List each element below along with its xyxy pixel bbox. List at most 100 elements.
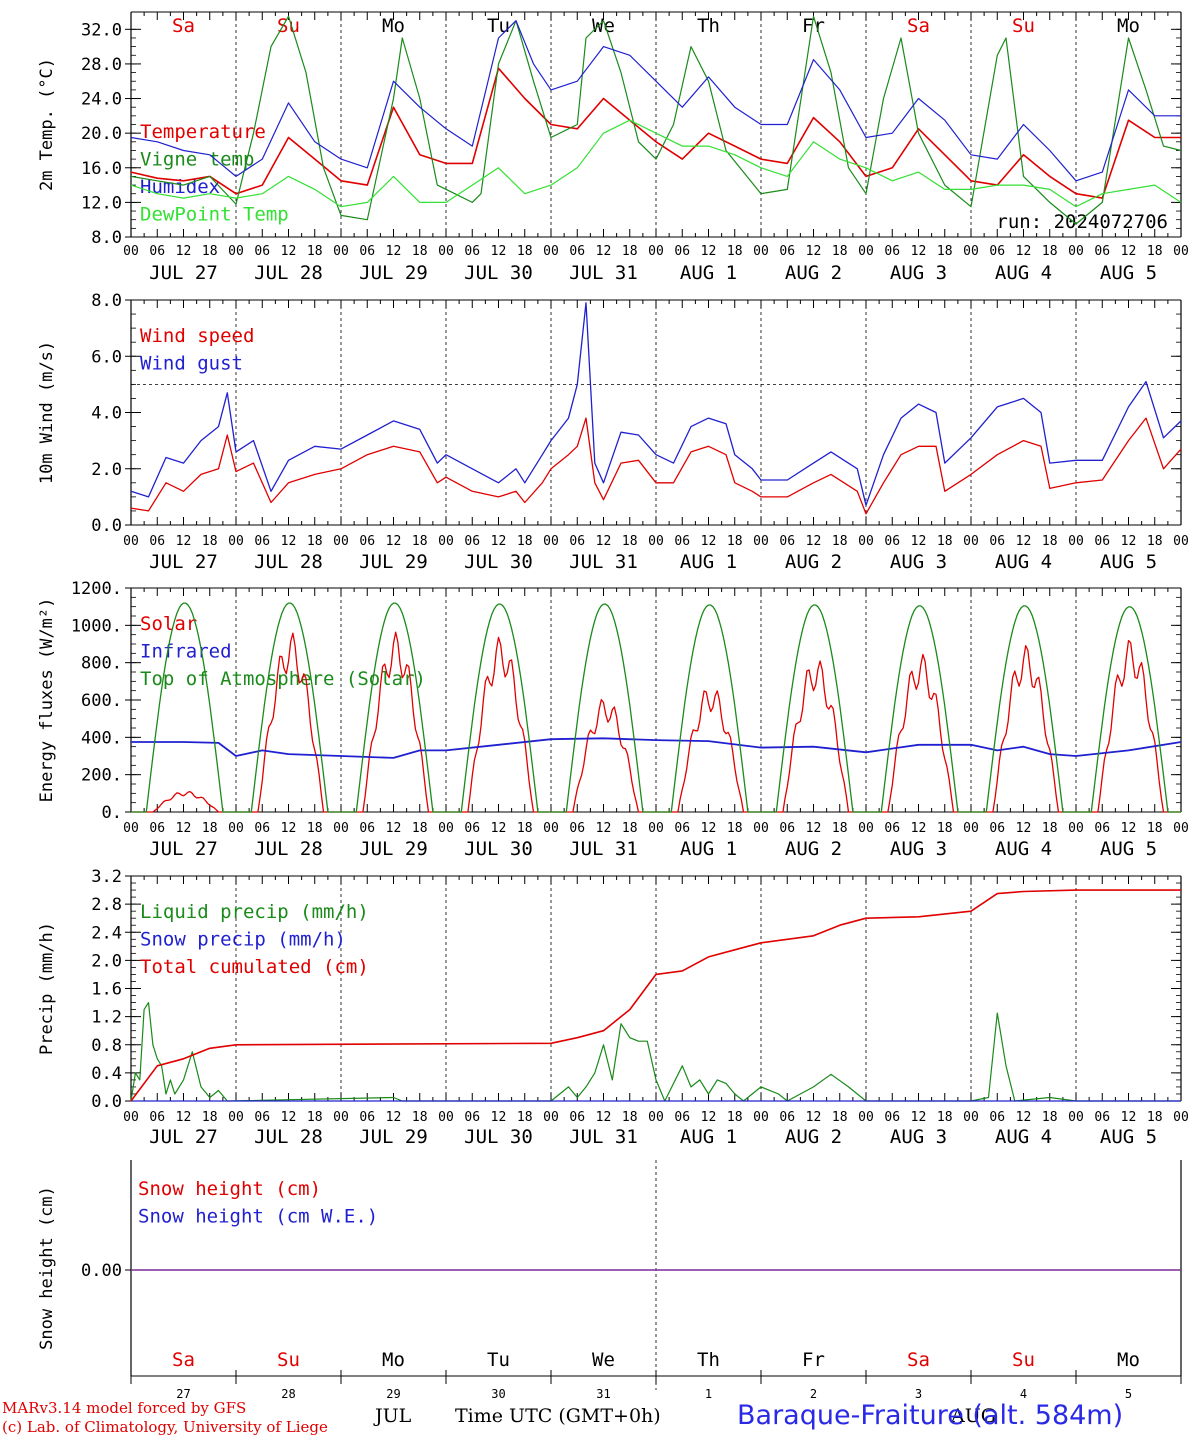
y-tick-label: 2.0 <box>91 460 122 480</box>
hour-tick-label: 12 <box>806 821 822 836</box>
legend-entry: Infrared <box>140 641 232 663</box>
hour-tick-label: 00 <box>963 1110 979 1125</box>
day-number-label: 29 <box>386 1387 400 1401</box>
hour-tick-label: 12 <box>491 534 507 549</box>
hour-tick-label: 18 <box>202 821 218 836</box>
hour-tick-label: 12 <box>1016 1110 1032 1125</box>
day-label: AUG 5 <box>1100 1126 1157 1148</box>
y-tick-label: 3.2 <box>91 867 122 887</box>
hour-tick-label: 18 <box>937 1110 953 1125</box>
day-label: AUG 4 <box>995 1126 1052 1148</box>
y-tick-label: 600. <box>81 691 122 711</box>
hour-tick-label: 06 <box>779 821 795 836</box>
hour-tick-label: 06 <box>989 244 1005 259</box>
hour-tick-label: 06 <box>569 244 585 259</box>
day-label: JUL 28 <box>254 551 323 573</box>
day-label: AUG 1 <box>680 262 737 284</box>
hour-tick-label: 00 <box>648 1110 664 1125</box>
y-tick-label: 1200. <box>71 579 122 599</box>
y-axis-title: Snow height (cm) <box>37 1186 57 1350</box>
hour-tick-label: 12 <box>176 821 192 836</box>
weekday-label: We <box>592 15 615 37</box>
hour-tick-label: 18 <box>307 534 323 549</box>
hour-tick-label: 00 <box>753 244 769 259</box>
time-axis-label: Time UTC (GMT+0h) <box>455 1405 661 1427</box>
weekday-label: Mo <box>382 1349 405 1371</box>
hour-tick-label: 12 <box>491 1110 507 1125</box>
y-tick-label: 2.8 <box>91 895 122 915</box>
y-tick-label: 2.4 <box>91 923 122 943</box>
day-number-label: 3 <box>915 1387 922 1401</box>
hour-tick-label: 06 <box>674 821 690 836</box>
hour-tick-label: 00 <box>648 244 664 259</box>
weekday-label: Tu <box>487 15 510 37</box>
weekday-label: Sa <box>907 1349 930 1371</box>
y-axis-title: 2m Temp. (°C) <box>37 58 57 191</box>
hour-tick-label: 18 <box>1147 534 1163 549</box>
month-label-jul: JUL <box>375 1405 412 1427</box>
day-label: AUG 5 <box>1100 262 1157 284</box>
y-tick-label: 1.6 <box>91 980 122 1000</box>
y-tick-label: 1.2 <box>91 1008 122 1028</box>
hour-tick-label: 12 <box>281 1110 297 1125</box>
legend-entry: Snow height (cm) <box>138 1178 321 1200</box>
hour-tick-label: 12 <box>281 534 297 549</box>
legend-entry: DewPoint Temp <box>140 204 289 226</box>
hour-tick-label: 18 <box>937 244 953 259</box>
hour-tick-label: 06 <box>989 821 1005 836</box>
hour-tick-label: 18 <box>412 1110 428 1125</box>
hour-tick-label: 06 <box>569 821 585 836</box>
hour-tick-label: 12 <box>386 534 402 549</box>
hour-tick-label: 18 <box>622 821 638 836</box>
hour-tick-label: 06 <box>359 534 375 549</box>
day-label: AUG 3 <box>890 1126 947 1148</box>
hour-tick-label: 00 <box>543 534 559 549</box>
hour-tick-label: 00 <box>1173 244 1189 259</box>
hour-tick-label: 12 <box>701 821 717 836</box>
hour-tick-label: 06 <box>1094 1110 1110 1125</box>
hour-tick-label: 12 <box>701 534 717 549</box>
y-tick-label: 0.0 <box>91 1092 122 1112</box>
hour-tick-label: 06 <box>1094 244 1110 259</box>
y-tick-label: 0.0 <box>91 516 122 536</box>
hour-tick-label: 06 <box>464 534 480 549</box>
hour-tick-label: 06 <box>254 534 270 549</box>
hour-tick-label: 12 <box>806 1110 822 1125</box>
hour-tick-label: 06 <box>464 244 480 259</box>
day-label: JUL 30 <box>464 1126 533 1148</box>
hour-tick-label: 00 <box>123 244 139 259</box>
day-number-label: 28 <box>281 1387 295 1401</box>
hour-tick-label: 00 <box>648 534 664 549</box>
hour-tick-label: 06 <box>989 534 1005 549</box>
hour-tick-label: 00 <box>753 821 769 836</box>
hour-tick-label: 12 <box>596 244 612 259</box>
day-number-label: 1 <box>705 1387 712 1401</box>
y-tick-label: 6.0 <box>91 347 122 367</box>
hour-tick-label: 18 <box>517 821 533 836</box>
hour-tick-label: 18 <box>832 244 848 259</box>
day-label: JUL 27 <box>149 262 218 284</box>
hour-tick-label: 18 <box>727 821 743 836</box>
hour-tick-label: 00 <box>228 821 244 836</box>
y-axis-title: Energy fluxes (W/m²) <box>37 598 57 803</box>
hour-tick-label: 00 <box>1173 821 1189 836</box>
hour-tick-label: 18 <box>727 1110 743 1125</box>
legend-entry: Total cumulated (cm) <box>140 956 369 978</box>
hour-tick-label: 00 <box>1173 534 1189 549</box>
day-label: AUG 1 <box>680 1126 737 1148</box>
hour-tick-label: 18 <box>517 1110 533 1125</box>
hour-tick-label: 00 <box>753 1110 769 1125</box>
legend-entry: Snow height (cm W.E.) <box>138 1206 378 1228</box>
legend-entry: Vigne temp <box>140 149 254 171</box>
day-label: JUL 27 <box>149 838 218 860</box>
hour-tick-label: 06 <box>1094 534 1110 549</box>
hour-tick-label: 00 <box>543 1110 559 1125</box>
hour-tick-label: 00 <box>228 534 244 549</box>
hour-tick-label: 06 <box>149 534 165 549</box>
day-number-label: 2 <box>810 1387 817 1401</box>
hour-tick-label: 06 <box>149 1110 165 1125</box>
series-total-cumulated-cm- <box>130 889 1181 1102</box>
y-tick-label: 0.4 <box>91 1064 122 1084</box>
legend-entry: Top of Atmosphere (Solar) <box>140 668 426 690</box>
